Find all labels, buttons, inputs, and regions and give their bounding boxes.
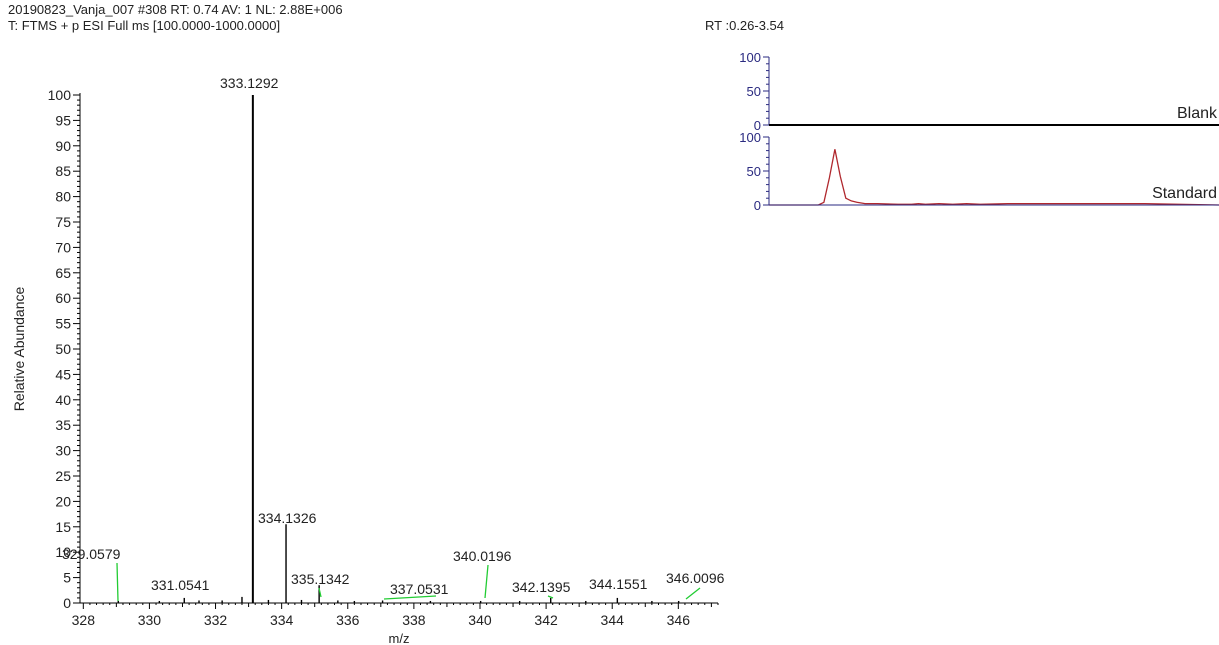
y-tick-label: 85 xyxy=(55,163,71,179)
x-tick-label: 330 xyxy=(138,612,162,628)
y-tick-label: 55 xyxy=(55,316,71,332)
peak-label-leader xyxy=(484,564,489,599)
peak-label-leader xyxy=(685,587,701,600)
y-tick-label: 75 xyxy=(55,214,71,230)
y-tick-label: 40 xyxy=(55,392,71,408)
peak-label-leader xyxy=(547,595,554,599)
x-axis-title: m/z xyxy=(389,631,410,645)
y-tick-label: 45 xyxy=(55,366,71,382)
peak-label: 335.1342 xyxy=(291,571,350,587)
y-tick-label: 50 xyxy=(55,341,71,357)
inset-y-tick-label: 100 xyxy=(739,130,761,145)
x-tick-label: 334 xyxy=(270,612,294,628)
x-tick-label: 338 xyxy=(402,612,426,628)
peak-label-leader xyxy=(318,587,322,598)
peak-label: 344.1551 xyxy=(589,576,648,592)
inset-y-tick-label: 0 xyxy=(754,118,761,133)
y-tick-label: 80 xyxy=(55,189,71,205)
x-tick-label: 340 xyxy=(468,612,492,628)
y-axis-title: Relative Abundance xyxy=(11,287,27,412)
x-tick-label: 346 xyxy=(667,612,691,628)
y-tick-label: 65 xyxy=(55,265,71,281)
standard-trace xyxy=(769,149,1219,206)
y-tick-label: 30 xyxy=(55,443,71,459)
y-tick-label: 100 xyxy=(48,87,72,103)
peak-label: 333.1292 xyxy=(220,75,279,91)
rt-range-label: RT :0.26-3.54 xyxy=(705,18,785,33)
peak-label: 334.1326 xyxy=(258,510,317,526)
y-tick-label: 10 xyxy=(55,544,71,560)
y-tick-label: 20 xyxy=(55,493,71,509)
x-tick-label: 336 xyxy=(336,612,360,628)
inset-y-tick-label: 0 xyxy=(754,198,761,213)
y-tick-label: 60 xyxy=(55,290,71,306)
scan-header-line2: T: FTMS + p ESI Full ms [100.0000-1000.0… xyxy=(8,18,281,33)
inset-y-tick-label: 100 xyxy=(739,50,761,65)
x-tick-label: 344 xyxy=(601,612,625,628)
y-tick-label: 5 xyxy=(63,570,71,586)
y-tick-label: 25 xyxy=(55,468,71,484)
x-tick-label: 328 xyxy=(72,612,96,628)
peak-label: 329.0579 xyxy=(62,546,121,562)
standard-series-label: Standard xyxy=(1152,185,1217,202)
y-tick-label: 70 xyxy=(55,239,71,255)
y-tick-label: 35 xyxy=(55,417,71,433)
peak-label: 337.0531 xyxy=(390,581,449,597)
y-tick-label: 95 xyxy=(55,112,71,128)
y-tick-label: 0 xyxy=(63,595,71,611)
peak-label: 346.0096 xyxy=(666,570,725,586)
peak-label: 331.0541 xyxy=(151,577,210,593)
blank-series-label: Blank xyxy=(1177,105,1218,122)
x-tick-label: 332 xyxy=(204,612,228,628)
peak-label: 340.0196 xyxy=(453,548,512,564)
inset-y-tick-label: 50 xyxy=(747,84,761,99)
scan-header-line1: 20190823_Vanja_007 #308 RT: 0.74 AV: 1 N… xyxy=(8,2,343,17)
x-tick-label: 342 xyxy=(534,612,558,628)
peak-label-leader xyxy=(116,562,119,602)
inset-y-tick-label: 50 xyxy=(747,164,761,179)
peak-label: 342.1395 xyxy=(512,579,571,595)
y-tick-label: 15 xyxy=(55,519,71,535)
peak-label-leader xyxy=(383,595,437,600)
y-tick-label: 90 xyxy=(55,138,71,154)
